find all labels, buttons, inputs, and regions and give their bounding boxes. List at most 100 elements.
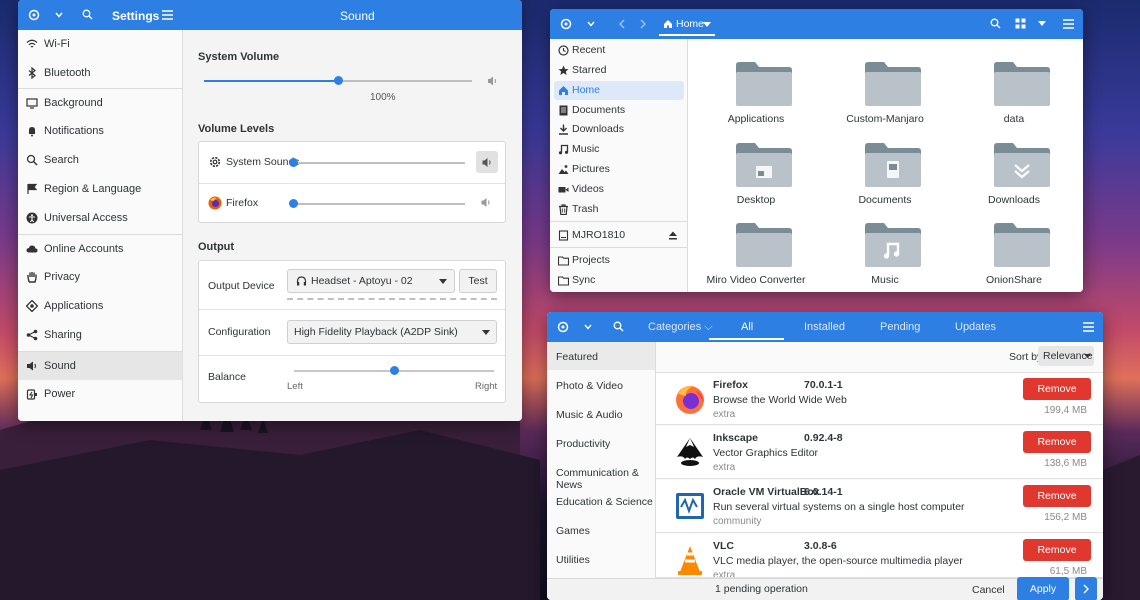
remove-button[interactable]: Remove (1023, 485, 1091, 507)
folder-grid: Applications Custom-Manjaro data Desktop… (688, 39, 1083, 292)
mute-toggle-icon[interactable] (476, 151, 498, 173)
app-row-inkscape[interactable]: Inkscape 0.92.4-8 Vector Graphics Editor… (656, 426, 1103, 479)
settings-menu-icon[interactable] (28, 9, 40, 21)
sidebar-item-trash[interactable]: Trash (554, 200, 684, 219)
tab-pending[interactable]: Pending (880, 321, 921, 333)
category-education-science[interactable]: Education & Science (556, 496, 653, 508)
folder-applications[interactable]: Applications (696, 59, 816, 137)
sidebar-item-videos[interactable]: Videos (554, 180, 684, 199)
sidebar-item-music[interactable]: Music (554, 140, 684, 159)
hamburger-menu-icon[interactable] (1063, 19, 1074, 29)
firefox-icon (673, 382, 707, 416)
sidebar-item-bluetooth[interactable]: Bluetooth (18, 59, 182, 88)
remove-button[interactable]: Remove (1023, 431, 1091, 453)
sort-combo[interactable]: Relevance (1038, 346, 1094, 366)
sidebar-item-label: Wi-Fi (44, 38, 70, 50)
chevron-down-icon[interactable] (583, 322, 593, 332)
folder-desktop[interactable]: Desktop (696, 140, 816, 218)
sidebar-item-documents[interactable]: Documents (554, 101, 684, 120)
folder-label: Applications (727, 113, 785, 125)
apply-button[interactable]: Apply (1017, 577, 1069, 600)
search-icon[interactable] (82, 9, 93, 20)
tab-installed[interactable]: Installed (804, 321, 845, 333)
category-featured[interactable]: Featured (556, 351, 599, 363)
remove-button[interactable]: Remove (1023, 378, 1091, 400)
sidebar-item-universal-access[interactable]: Universal Access (18, 204, 182, 233)
folder-downloads[interactable]: Downloads (954, 140, 1074, 218)
cancel-button[interactable]: Cancel (972, 584, 1005, 596)
app-row-vlc[interactable]: VLC 3.0.8-6 VLC media player, the open-s… (656, 534, 1103, 578)
balance-knob[interactable] (390, 366, 399, 375)
categories-menu[interactable]: Categories ⌵ (648, 321, 713, 334)
folder-data[interactable]: data (954, 59, 1074, 137)
sidebar-item-sharing[interactable]: Sharing (18, 321, 182, 350)
configuration-combo[interactable]: High Fidelity Playback (A2DP Sink) (287, 320, 497, 344)
sidebar-item-applications[interactable]: Applications (18, 292, 182, 321)
eject-icon[interactable] (668, 230, 678, 240)
output-device-label: Output Device (208, 280, 275, 292)
sidebar-item-online-accounts[interactable]: Online Accounts (18, 234, 182, 263)
view-grid-icon[interactable] (1015, 18, 1026, 29)
software-menu-icon[interactable] (557, 321, 569, 333)
folder-custom-manjaro[interactable]: Custom-Manjaro (825, 59, 945, 137)
app-row-virtualbox[interactable]: Oracle VM VirtualBox 6.0.14-1 Run severa… (656, 480, 1103, 533)
sidebar-item-mjro1810[interactable]: MJRO1810 (554, 226, 684, 245)
volume-levels-frame: System Sounds Firefox (198, 141, 506, 223)
sidebar-item-privacy[interactable]: Privacy (18, 263, 182, 292)
tab-all[interactable]: All (741, 321, 754, 333)
remove-button[interactable]: Remove (1023, 539, 1091, 561)
search-icon[interactable] (990, 18, 1001, 29)
output-device-level (287, 298, 497, 300)
tab-updates[interactable]: Updates (955, 321, 996, 333)
folder-music[interactable]: Music (825, 220, 945, 292)
pictures-icon (558, 164, 569, 175)
sidebar-item-wifi[interactable]: Wi-Fi (18, 30, 182, 59)
files-menu-icon[interactable] (560, 18, 572, 30)
search-icon[interactable] (613, 321, 624, 332)
category-communication-news[interactable]: Communication & News (556, 467, 639, 491)
sidebar-item-sync[interactable]: Sync (554, 271, 684, 290)
speaker-icon[interactable] (481, 198, 492, 207)
balance-slider[interactable] (294, 366, 494, 375)
sidebar-item-sound[interactable]: Sound (18, 351, 182, 380)
hamburger-menu-icon[interactable] (162, 10, 173, 20)
chevron-down-icon[interactable] (54, 10, 64, 20)
folder-onionshare[interactable]: OnionShare (954, 220, 1074, 292)
category-music-audio[interactable]: Music & Audio (556, 409, 623, 421)
back-icon[interactable] (618, 19, 626, 29)
forward-icon[interactable] (639, 19, 647, 29)
category-utilities[interactable]: Utilities (556, 554, 590, 566)
system-volume-slider[interactable] (204, 76, 472, 85)
sidebar-item-pictures[interactable]: Pictures (554, 160, 684, 179)
sidebar-item-starred[interactable]: Starred (554, 61, 684, 80)
view-options-arrow-icon[interactable] (1038, 21, 1046, 26)
firefox-volume-knob[interactable] (289, 199, 298, 208)
sidebar-item-notifications[interactable]: Notifications (18, 117, 182, 146)
test-button[interactable]: Test (459, 269, 497, 293)
path-bar-home[interactable]: Home (659, 14, 715, 36)
sidebar-item-home[interactable]: Home (554, 81, 684, 100)
next-arrow-icon[interactable] (1075, 577, 1097, 600)
sidebar-item-recent[interactable]: Recent (554, 41, 684, 60)
sidebar-item-power[interactable]: Power (18, 380, 182, 409)
category-productivity[interactable]: Productivity (556, 438, 611, 450)
chevron-down-icon[interactable] (586, 19, 596, 29)
app-description: Browse the World Wide Web (713, 394, 847, 406)
category-photo-video[interactable]: Photo & Video (556, 380, 623, 392)
firefox-volume-slider[interactable] (289, 199, 465, 208)
system-sounds-slider[interactable] (289, 158, 465, 167)
category-games[interactable]: Games (556, 525, 590, 537)
system-volume-knob[interactable] (334, 76, 343, 85)
sidebar-item-search[interactable]: Search (18, 146, 182, 175)
balance-row: Balance Left Right (199, 355, 505, 403)
hamburger-menu-icon[interactable] (1083, 322, 1094, 332)
system-sounds-knob[interactable] (289, 158, 298, 167)
output-device-combo[interactable]: Headset - Aptoyu - 02 (287, 269, 455, 293)
sidebar-item-downloads[interactable]: Downloads (554, 120, 684, 139)
sidebar-item-region-language[interactable]: Region & Language (18, 175, 182, 204)
app-row-firefox[interactable]: Firefox 70.0.1-1 Browse the World Wide W… (656, 372, 1103, 425)
sidebar-item-background[interactable]: Background (18, 88, 182, 117)
folder-documents[interactable]: Documents (825, 140, 945, 218)
sidebar-item-projects[interactable]: Projects (554, 251, 684, 270)
folder-miro-video-converter[interactable]: Miro Video Converter (696, 220, 816, 292)
